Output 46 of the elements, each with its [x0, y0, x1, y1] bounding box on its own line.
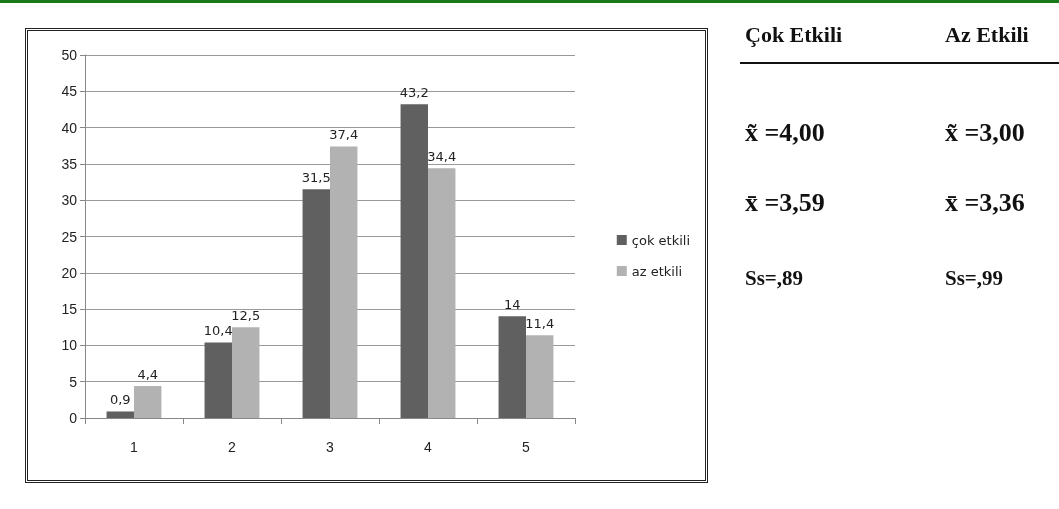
text: x̄ =3,59	[745, 188, 825, 218]
x-tick-label: 5	[522, 439, 531, 455]
data-label: 43,2	[399, 85, 429, 101]
bar	[106, 411, 134, 418]
bar	[134, 386, 162, 418]
data-label: 12,5	[231, 308, 261, 324]
data-label: 10,4	[203, 323, 233, 339]
y-tick-label: 25	[61, 228, 78, 245]
data-label: 11,4	[525, 316, 555, 332]
data-label: 31,5	[301, 170, 331, 186]
text: x̄ =3,36	[945, 188, 1025, 218]
x-tick-label: 1	[130, 439, 139, 455]
y-tick-label: 35	[61, 155, 78, 172]
text: x̃ =4,00	[745, 118, 825, 148]
data-label: 4,4	[137, 367, 159, 383]
legend-label: az etkili	[631, 263, 683, 279]
y-tick-label: 0	[69, 410, 78, 426]
x-tick-label: 3	[326, 439, 335, 455]
y-tick-label: 30	[61, 192, 78, 209]
y-tick-label: 50	[61, 47, 78, 63]
bar	[204, 342, 232, 418]
data-label: 14	[504, 297, 521, 313]
text: Ss=,89	[745, 266, 804, 291]
bar	[526, 335, 554, 418]
bar	[498, 316, 526, 418]
text: Çok Etkili	[745, 22, 843, 48]
bar	[232, 327, 260, 418]
x-tick-label: 2	[228, 439, 237, 455]
legend-label: çok etkili	[631, 232, 691, 248]
bar	[400, 104, 428, 418]
bar	[428, 168, 456, 418]
y-tick-label: 20	[61, 264, 78, 281]
bar	[330, 146, 358, 418]
data-label: 34,4	[427, 149, 457, 165]
y-tick-label: 40	[61, 119, 78, 136]
y-tick-label: 5	[69, 373, 78, 390]
data-label: 0,9	[109, 392, 131, 408]
text: Az Etkili	[945, 22, 1029, 48]
bar	[302, 189, 330, 418]
text: x̃ =3,00	[945, 118, 1025, 148]
x-tick-label: 4	[424, 439, 433, 455]
y-tick-label: 10	[61, 337, 78, 354]
y-tick-label: 45	[61, 83, 78, 100]
data-label: 37,4	[329, 127, 359, 143]
text: Ss=,99	[945, 266, 1004, 291]
y-tick-label: 15	[61, 301, 78, 318]
